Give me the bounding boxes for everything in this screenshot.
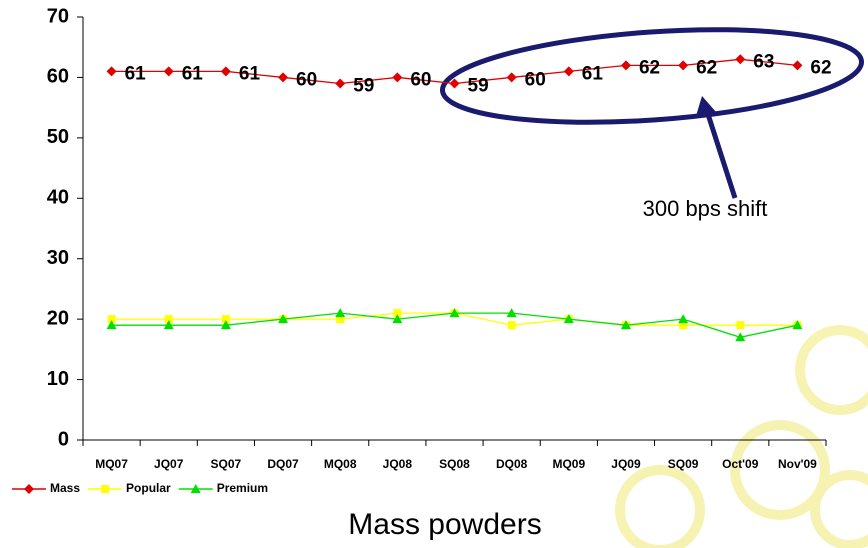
data-label: 62 <box>639 57 660 78</box>
data-point <box>678 60 688 70</box>
annotation: 300 bps shift <box>643 196 768 221</box>
data-point <box>792 60 802 70</box>
y-tick-label: 50 <box>47 126 69 148</box>
x-tick-label: JQ09 <box>611 457 641 471</box>
data-point <box>392 72 402 82</box>
data-label: 59 <box>468 75 489 96</box>
x-tick-label: Oct'09 <box>722 457 759 471</box>
data-point <box>508 321 516 329</box>
data-point <box>221 66 231 76</box>
data-label: 60 <box>525 69 546 90</box>
x-tick-label: MQ09 <box>552 457 585 471</box>
data-point <box>335 78 345 88</box>
data-label: 63 <box>753 51 774 72</box>
data-label: 62 <box>810 57 831 78</box>
data-point <box>735 54 745 64</box>
y-tick-label: 10 <box>47 368 69 390</box>
data-label: 61 <box>182 63 204 84</box>
data-point <box>278 72 288 82</box>
legend-marker <box>24 484 34 494</box>
data-point <box>164 66 174 76</box>
x-tick-label: MQ08 <box>324 457 357 471</box>
legend-label: Mass <box>50 481 80 495</box>
chart: 300 bps shift Mass powders 0 10 20 30 40 50 60… <box>0 0 868 548</box>
y-tick-label: 60 <box>47 66 69 88</box>
data-point <box>564 66 574 76</box>
data-point <box>335 308 345 317</box>
x-tick-label: DQ07 <box>267 457 299 471</box>
data-label: 61 <box>125 63 147 84</box>
y-tick-label: 40 <box>47 187 69 209</box>
chart-title: Mass powders <box>348 508 541 541</box>
data-point <box>678 314 688 323</box>
data-label: 60 <box>296 69 317 90</box>
annotation-callout <box>439 17 864 198</box>
x-tick-label: JQ07 <box>154 457 184 471</box>
x-tick-label: SQ07 <box>211 457 242 471</box>
y-tick-label: 30 <box>47 247 69 269</box>
data-point <box>507 72 517 82</box>
data-label: 59 <box>353 75 374 96</box>
x-tick-label: JQ08 <box>383 457 413 471</box>
x-tick-label: Nov'09 <box>778 457 817 471</box>
x-tick-label: MQ07 <box>95 457 128 471</box>
y-tick-label: 20 <box>47 307 69 329</box>
data-label: 62 <box>696 57 717 78</box>
data-point <box>621 60 631 70</box>
legend-marker <box>101 485 109 493</box>
x-tick-label: SQ09 <box>668 457 699 471</box>
y-tick-label: 0 <box>58 428 69 450</box>
x-tick-label: SQ08 <box>439 457 470 471</box>
legend-label: Premium <box>217 481 268 495</box>
x-tick-label: DQ08 <box>496 457 528 471</box>
background-decoration <box>620 330 868 548</box>
data-label: 60 <box>410 69 431 90</box>
data-label: 61 <box>239 63 261 84</box>
data-label: 61 <box>582 63 604 84</box>
data-point <box>736 321 744 329</box>
y-tick-label: 70 <box>47 5 69 27</box>
legend-label: Popular <box>126 481 171 495</box>
data-point <box>107 66 117 76</box>
